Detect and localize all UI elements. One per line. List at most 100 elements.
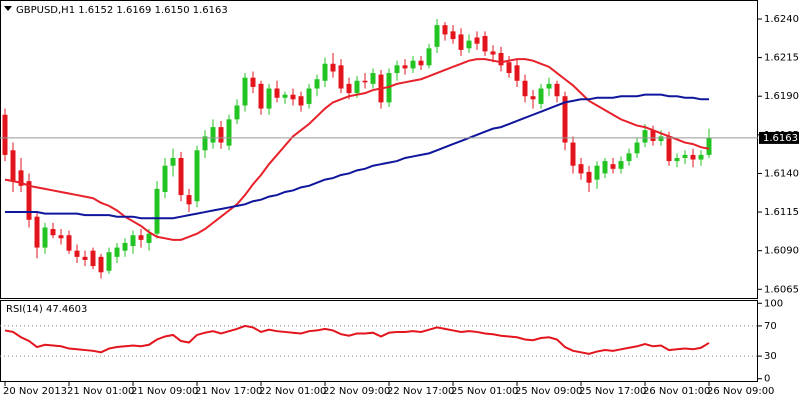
moving-average bbox=[4, 58, 710, 241]
candle-body bbox=[482, 35, 488, 52]
y-tick-label: 30 bbox=[764, 351, 777, 362]
candle-body bbox=[490, 51, 496, 55]
candle-body bbox=[562, 96, 568, 143]
y-tick-label: 1.6115 bbox=[764, 207, 799, 218]
candle-body bbox=[18, 170, 24, 186]
candle-body bbox=[26, 181, 32, 220]
candle-body bbox=[250, 77, 256, 87]
candle-body bbox=[586, 171, 592, 183]
candle-body bbox=[410, 60, 416, 69]
candle-body bbox=[2, 114, 8, 155]
candle-body bbox=[698, 154, 704, 160]
candle-body bbox=[42, 227, 48, 248]
candle-body bbox=[74, 250, 80, 257]
candle-body bbox=[218, 127, 224, 143]
candle-body bbox=[706, 137, 712, 155]
x-tick-label: 22 Nov 17:00 bbox=[387, 386, 454, 397]
y-tick-label: 1.6140 bbox=[764, 168, 799, 179]
current-price-label: 1.6163 bbox=[763, 133, 798, 144]
candle-body bbox=[282, 94, 288, 98]
y-tick-label: 1.6190 bbox=[764, 91, 799, 102]
y-tick-label: 0 bbox=[764, 374, 770, 385]
candle-body bbox=[450, 31, 456, 40]
candle-body bbox=[610, 164, 616, 169]
candle-body bbox=[170, 157, 176, 166]
y-tick-label: 70 bbox=[764, 321, 777, 332]
candle-body bbox=[154, 188, 160, 234]
candle-body bbox=[50, 229, 56, 236]
candle-body bbox=[370, 73, 376, 84]
candle-body bbox=[58, 235, 64, 239]
candle-body bbox=[34, 216, 40, 248]
candle-body bbox=[570, 142, 576, 166]
x-tick-label: 25 Nov 09:00 bbox=[515, 386, 582, 397]
candle-body bbox=[418, 60, 424, 66]
candle-body bbox=[674, 157, 680, 162]
y-tick-label: 1.6065 bbox=[764, 284, 799, 295]
candle-body bbox=[514, 65, 520, 81]
candle-body bbox=[98, 256, 104, 273]
y-tick-label: 1.6215 bbox=[764, 53, 799, 64]
candle-body bbox=[506, 62, 512, 74]
y-tick-label: 1.6090 bbox=[764, 246, 799, 257]
rsi-line bbox=[4, 324, 710, 355]
x-tick-label: 21 Nov 09:00 bbox=[131, 386, 198, 397]
candle-body bbox=[130, 235, 136, 247]
candle-body bbox=[346, 83, 352, 94]
candle-body bbox=[434, 25, 440, 47]
candle-body bbox=[362, 80, 368, 83]
candle-body bbox=[650, 130, 656, 142]
candle-body bbox=[274, 88, 280, 98]
current-price-box bbox=[759, 131, 799, 144]
candle-body bbox=[242, 77, 248, 106]
candle-body bbox=[602, 161, 608, 174]
x-tick-label: 26 Nov 09:00 bbox=[707, 386, 774, 397]
candle-body bbox=[618, 161, 624, 169]
candle-body bbox=[82, 256, 88, 260]
y-tick-label: 100 bbox=[764, 298, 783, 309]
candle-body bbox=[634, 142, 640, 154]
candle-body bbox=[258, 83, 264, 109]
candle-body bbox=[594, 165, 600, 180]
chart-title: GBPUSD,H1 1.6152 1.6169 1.6150 1.6163 bbox=[16, 5, 228, 16]
x-tick-label: 22 Nov 01:00 bbox=[259, 386, 326, 397]
candle-body bbox=[162, 165, 168, 192]
x-tick-label: 21 Nov 01:00 bbox=[67, 386, 134, 397]
candle-body bbox=[426, 48, 432, 66]
candle-body bbox=[690, 154, 696, 160]
candle-body bbox=[466, 40, 472, 49]
candle-body bbox=[538, 88, 544, 104]
candle-body bbox=[210, 127, 216, 143]
candle-body bbox=[578, 164, 584, 174]
candle-body bbox=[402, 65, 408, 69]
title-icon bbox=[4, 6, 12, 11]
moving-average bbox=[5, 93, 709, 220]
candle-body bbox=[306, 88, 312, 104]
candle-body bbox=[90, 250, 96, 267]
candle-body bbox=[122, 242, 128, 251]
candle-body bbox=[642, 130, 648, 143]
candle-body bbox=[458, 34, 464, 50]
x-tick-label: 22 Nov 09:00 bbox=[323, 386, 390, 397]
candle-body bbox=[554, 83, 560, 97]
candle-body bbox=[314, 79, 320, 89]
candle-body bbox=[66, 235, 72, 251]
main-panel bbox=[0, 0, 758, 299]
x-tick-label: 20 Nov 2013 bbox=[3, 386, 67, 397]
candle-body bbox=[266, 88, 272, 109]
candle-body bbox=[146, 233, 152, 243]
candle-body bbox=[106, 252, 112, 271]
candle-body bbox=[626, 153, 632, 162]
candle-body bbox=[330, 63, 336, 72]
candle-body bbox=[354, 80, 360, 94]
candle-body bbox=[682, 154, 688, 158]
rsi-panel bbox=[0, 300, 758, 382]
candle-body bbox=[474, 37, 480, 44]
candle-body bbox=[138, 235, 144, 240]
candle-body bbox=[178, 157, 184, 196]
candle-body bbox=[194, 150, 200, 202]
candle-body bbox=[394, 65, 400, 74]
rsi-title: RSI(14) 47.4603 bbox=[6, 304, 87, 315]
candle-body bbox=[226, 119, 232, 146]
